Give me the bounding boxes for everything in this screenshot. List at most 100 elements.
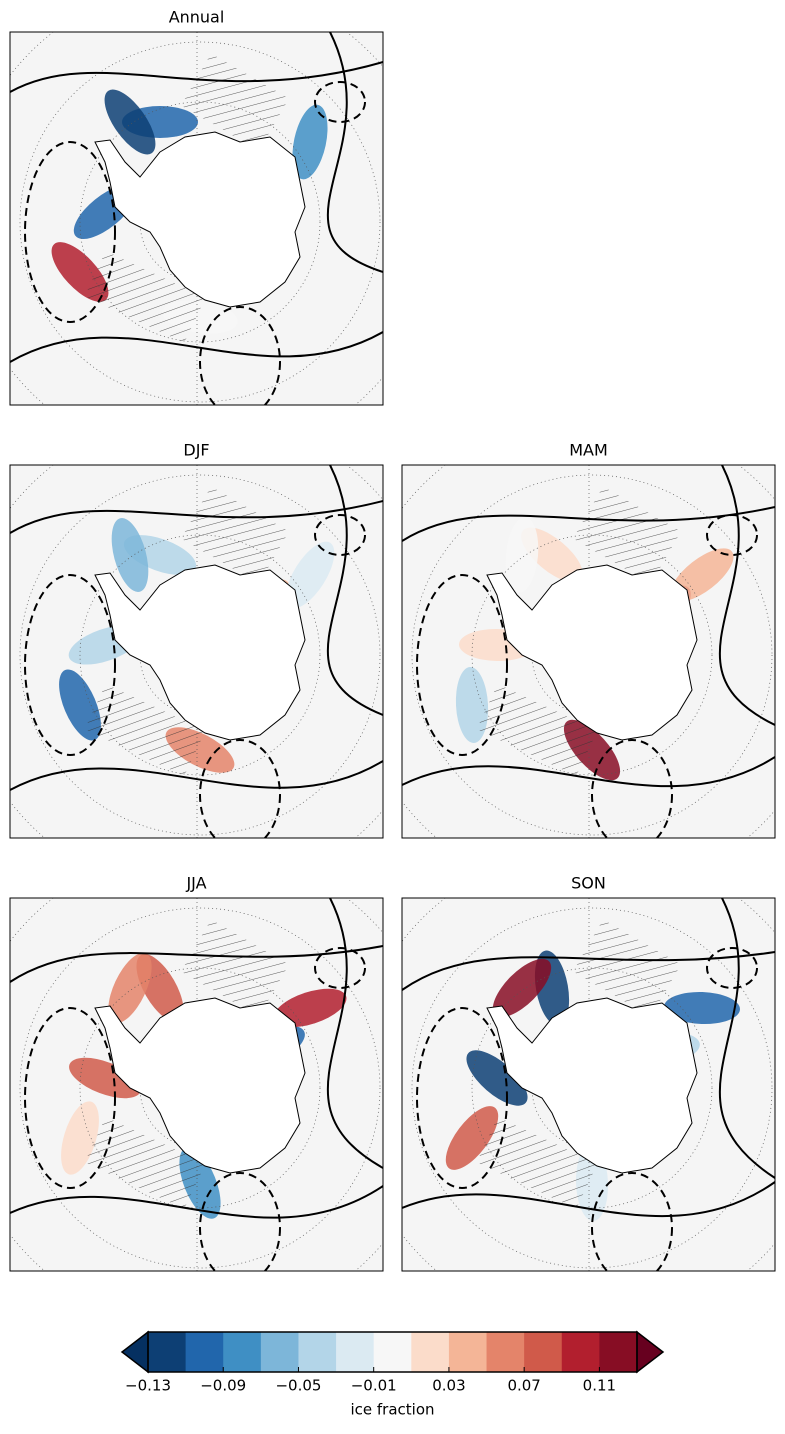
significance-hatch xyxy=(476,1117,598,1209)
latitude-circle xyxy=(19,41,381,403)
contour xyxy=(326,32,383,273)
map-content xyxy=(402,465,775,838)
contour xyxy=(10,945,383,983)
ice-anomaly xyxy=(273,988,347,1028)
significance-hatch xyxy=(573,919,681,1017)
colorbar-tick-label: 0.11 xyxy=(583,1377,616,1395)
contour xyxy=(24,1007,116,1189)
contour xyxy=(326,898,383,1169)
contour xyxy=(591,1172,673,1271)
continent xyxy=(486,997,698,1174)
map-panel xyxy=(9,31,384,406)
contour xyxy=(718,898,775,1179)
colorbar-segment xyxy=(185,1332,224,1372)
latitude-circle xyxy=(471,967,713,1209)
ice-anomaly xyxy=(466,1050,528,1106)
colorbar-tick-label: −0.01 xyxy=(351,1377,397,1395)
colorbar-tick-label: −0.13 xyxy=(125,1377,171,1395)
contour xyxy=(402,1181,775,1218)
colorbar-segment xyxy=(298,1332,337,1372)
ice-anomaly xyxy=(445,1106,499,1170)
panel-frame xyxy=(401,464,776,839)
panel-frame xyxy=(9,897,384,1272)
ice-anomaly xyxy=(111,518,149,592)
map-panel xyxy=(9,897,384,1272)
colorbar-over xyxy=(636,1330,665,1374)
colorbar-tick-label: 0.03 xyxy=(432,1377,465,1395)
ice-anomaly xyxy=(664,991,740,1025)
contour xyxy=(24,574,116,756)
ice-anomaly xyxy=(104,89,156,155)
ice-anomaly xyxy=(108,952,152,1024)
latitude-circle xyxy=(79,967,321,1209)
colorbar-under xyxy=(120,1330,149,1374)
colorbar-segment xyxy=(599,1332,638,1372)
panel-frame xyxy=(9,464,384,839)
panel-title: JJA xyxy=(185,874,206,893)
panel-title: SON xyxy=(571,874,606,893)
contour xyxy=(10,61,383,93)
colorbar-segment xyxy=(148,1332,187,1372)
map-content xyxy=(10,32,383,405)
colorbar-segment xyxy=(524,1332,563,1372)
contour xyxy=(314,81,366,123)
colorbar-tick-label: 0.07 xyxy=(507,1377,540,1395)
continent xyxy=(94,997,306,1174)
contour xyxy=(314,947,366,989)
colorbar-label: ice fraction xyxy=(350,1401,434,1419)
contour xyxy=(706,947,758,989)
latitude-circle xyxy=(411,907,773,1269)
ice-anomaly xyxy=(492,958,552,1018)
latitude-circle xyxy=(79,101,321,343)
map-panel xyxy=(401,897,776,1272)
colorbar-segment xyxy=(223,1332,262,1372)
contour xyxy=(199,1172,281,1271)
ice-anomaly xyxy=(69,1057,141,1099)
continent xyxy=(94,131,306,308)
contour xyxy=(402,756,775,788)
contour xyxy=(24,141,116,323)
ice-anomaly xyxy=(670,548,734,602)
contour xyxy=(314,514,366,556)
colorbar-segment xyxy=(486,1332,525,1372)
panel-title: DJF xyxy=(183,441,209,460)
continent xyxy=(486,564,698,741)
significance-hatch xyxy=(181,486,289,584)
contour xyxy=(402,951,775,991)
contour xyxy=(718,465,775,726)
latitude-circle xyxy=(19,907,381,1269)
contour xyxy=(10,760,383,791)
contour xyxy=(402,506,775,542)
significance-hatch xyxy=(573,486,681,584)
panel-frame xyxy=(401,897,776,1272)
panel-title: Annual xyxy=(169,8,225,27)
contour xyxy=(416,1007,508,1189)
map-content xyxy=(10,898,383,1271)
latitude-circle xyxy=(471,534,713,776)
latitude-circle xyxy=(411,474,773,836)
contour xyxy=(326,465,383,716)
significance-hatch xyxy=(84,684,206,776)
map-content xyxy=(10,465,383,838)
colorbar-frame xyxy=(147,1331,638,1373)
contour xyxy=(10,331,383,363)
colorbar-segment xyxy=(336,1332,375,1372)
panel-title: MAM xyxy=(569,441,608,460)
contour xyxy=(199,739,281,838)
significance-hatch xyxy=(181,53,289,151)
significance-hatch xyxy=(181,919,289,1017)
colorbar-tick-label: −0.05 xyxy=(275,1377,321,1395)
latitude-circle xyxy=(19,474,381,836)
contour xyxy=(10,500,383,534)
significance-hatch xyxy=(476,684,598,776)
colorbar-segment xyxy=(411,1332,450,1372)
colorbar-segment xyxy=(260,1332,299,1372)
colorbar-tick-label: −0.09 xyxy=(200,1377,246,1395)
contour xyxy=(416,574,508,756)
continent xyxy=(94,564,306,741)
map-panel xyxy=(401,464,776,839)
colorbar-segment xyxy=(448,1332,488,1372)
ice-anomaly xyxy=(292,104,328,180)
contour xyxy=(591,739,673,838)
